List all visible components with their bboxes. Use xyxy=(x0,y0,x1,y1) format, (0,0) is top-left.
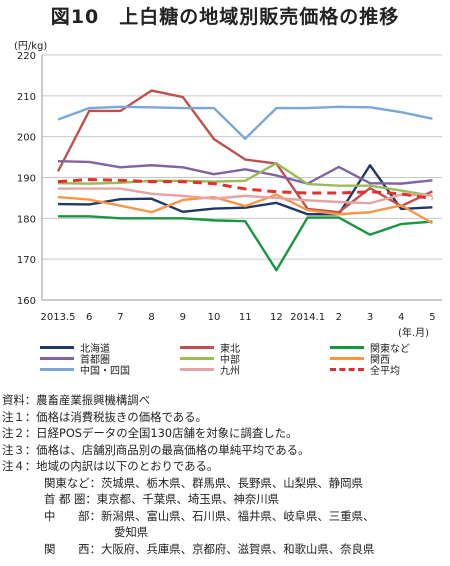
series-line-九州 xyxy=(58,187,433,205)
legend-swatch xyxy=(180,346,214,349)
series-line-関西 xyxy=(57,193,433,225)
x-tick-label: 5 xyxy=(429,312,435,323)
y-tick-label: 160 xyxy=(17,296,36,307)
legend-item: 全平均 xyxy=(330,362,400,377)
x-tick-label: 2014.1 xyxy=(290,312,325,323)
y-tick-label: 220 xyxy=(17,51,36,62)
page-title: 図10 上白糖の地域別販売価格の推移 xyxy=(50,6,400,28)
note-4: 注４：地域の内訳は以下のとおりである。 xyxy=(2,459,219,473)
legend-swatch xyxy=(180,357,214,360)
x-tick-label: 2 xyxy=(336,312,342,323)
legend-label: 首都圏 xyxy=(80,355,110,366)
note-2: 注２：日経POSデータの全国130店舗を対象に調査した。 xyxy=(2,426,298,440)
legend-swatch xyxy=(330,368,364,371)
legend-item: 首都圏 xyxy=(40,351,110,366)
legend-item: 九州 xyxy=(180,362,240,377)
notes-section: 資料：農畜産業振興機構調べ 注１：価格は消費税抜きの価格である。 注２：日経PO… xyxy=(2,392,448,557)
note-1: 注１：価格は消費税抜きの価格である。 xyxy=(2,409,207,424)
legend-item: 東北 xyxy=(180,340,240,355)
series-line-首都圏 xyxy=(57,159,433,185)
x-tick-label: 2013.5 xyxy=(41,312,76,323)
legend-label: 北海道 xyxy=(80,344,110,355)
legend-label: 全平均 xyxy=(370,366,400,377)
y-tick-label: 210 xyxy=(17,92,36,103)
series-line-中部 xyxy=(57,162,433,198)
legend-swatch xyxy=(330,357,364,360)
legend-label: 中部 xyxy=(220,355,240,366)
region-kanto: 関東など：茨城県、栃木県、群馬県、長野県、山梨県、静岡県 xyxy=(44,475,363,490)
legend-label: 九州 xyxy=(220,366,240,377)
series-line-全平均 xyxy=(57,178,433,201)
x-tick-label: 6 xyxy=(86,312,92,323)
x-tick-label: 7 xyxy=(117,312,123,323)
legend-label: 中国・四国 xyxy=(80,366,130,377)
legend-item: 北海道 xyxy=(40,340,110,355)
y-tick-label: 180 xyxy=(17,214,36,225)
x-tick-label: 3 xyxy=(367,312,373,323)
y-tick-label: 190 xyxy=(17,174,36,185)
legend-item: 中国・四国 xyxy=(40,362,130,377)
x-tick-label: 11 xyxy=(239,312,252,323)
legend-swatch xyxy=(40,357,74,360)
legend-swatch xyxy=(40,368,74,371)
legend-item: 関東など xyxy=(330,340,410,355)
region-shutoken: 首 都 圏：東京都、千葉県、埼玉県、神奈川県 xyxy=(44,492,280,506)
x-tick-label: 8 xyxy=(148,312,154,323)
series-line-関東など xyxy=(58,215,433,272)
legend-label: 関西 xyxy=(370,355,390,366)
x-tick-label: 12 xyxy=(270,312,283,323)
legend-item: 中部 xyxy=(180,351,240,366)
region-kansai: 関 西：大阪府、兵庫県、京都府、滋賀県、和歌山県、奈良県 xyxy=(44,541,375,556)
legend-swatch xyxy=(40,346,74,349)
series-line-北海道 xyxy=(57,164,433,216)
y-tick-label: 200 xyxy=(17,133,36,144)
x-tick-label: 10 xyxy=(208,312,221,323)
source-note: 資料：農畜産業振興機構調べ xyxy=(2,393,151,407)
chart-legend: 北海道 東北 関東など首都圏 中部 関西中国・四国 九州 全平均 xyxy=(40,340,450,390)
legend-swatch xyxy=(180,368,214,371)
legend-item: 関西 xyxy=(330,351,390,366)
series-line-東北 xyxy=(56,89,433,214)
line-chart: 160 170 180 190 200 210 220 2013.5 6 7 8 9 10 11 12 201… xyxy=(17,51,442,323)
y-axis-unit: (円/kg) xyxy=(14,41,48,52)
note-3: 注３：価格は、店舗別商品別の最高価格の単純平均である。 xyxy=(2,442,310,457)
series-line-中国・四国 xyxy=(57,105,433,140)
legend-label: 関東など xyxy=(370,344,410,355)
x-axis-unit: (年.月) xyxy=(398,328,429,339)
x-tick-label: 4 xyxy=(398,312,404,323)
region-chubu: 中 部：新潟県、富山県、石川県、福井県、岐阜県、三重県、 xyxy=(44,508,375,523)
y-tick-label: 170 xyxy=(17,255,36,266)
x-tick-label: 9 xyxy=(180,312,186,323)
legend-swatch xyxy=(330,346,364,349)
legend-label: 東北 xyxy=(220,344,240,355)
region-chubu-cont: 愛知県 xyxy=(114,525,149,539)
